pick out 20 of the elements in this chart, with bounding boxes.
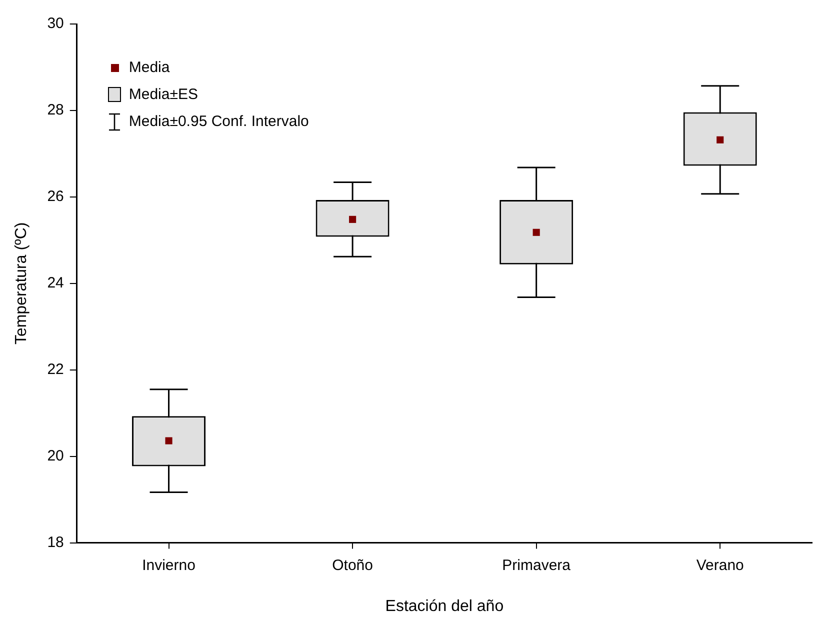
legend-label: Media±ES <box>128 85 198 105</box>
y-tick-label: 28 <box>47 102 64 119</box>
point <box>165 437 172 444</box>
y-tick-label: 20 <box>47 447 64 464</box>
x-tick-label: Primavera <box>502 556 572 574</box>
x-axis-title: Estación del año <box>385 598 504 615</box>
y-tick-label: 22 <box>47 361 64 378</box>
x-tick-label: Verano <box>696 556 744 574</box>
x-tick-label: Invierno <box>142 556 196 574</box>
x-tick-label: Otoño <box>332 556 373 574</box>
y-tick-label: 26 <box>47 188 64 206</box>
y-axis-title: Temperatura (ºC) <box>13 222 30 345</box>
y-tick-label: 24 <box>47 274 64 292</box>
annotation: Media±0.95 Conf. Intervalo <box>128 112 309 132</box>
legend-label: Media <box>128 58 170 78</box>
y-tick-label: 30 <box>47 15 64 32</box>
y-tick-label: 18 <box>47 534 64 551</box>
point <box>532 228 540 236</box>
point <box>716 136 724 144</box>
point <box>349 216 356 223</box>
